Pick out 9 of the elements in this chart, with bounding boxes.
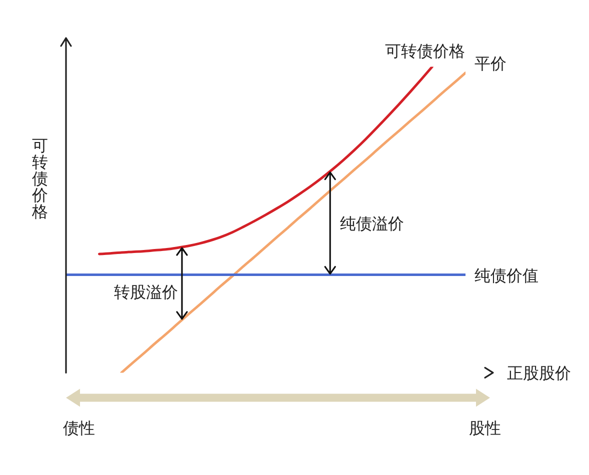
series-label: 可转债价格 (385, 41, 466, 60)
y-axis-title: 可转债价格 (31, 136, 48, 221)
x-axis-title: 正股股价 (507, 363, 571, 382)
text: 债性 (63, 418, 95, 438)
annotation: 转股溢价 (114, 282, 178, 301)
annotation: 纯债溢价 (340, 214, 404, 233)
text: 股性 (469, 418, 501, 438)
series-label: 平价 (474, 54, 506, 73)
series-label: 纯债价值 (474, 265, 538, 284)
